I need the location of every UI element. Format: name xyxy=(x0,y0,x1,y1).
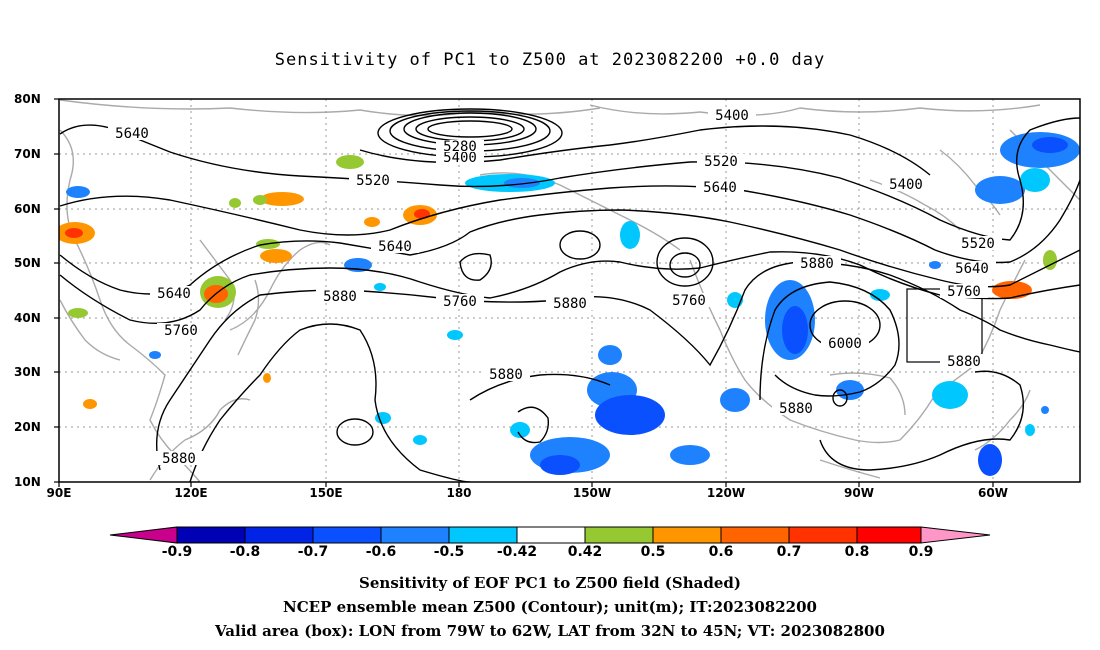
contour-label: 5760 xyxy=(947,284,981,300)
lat-label: 70N xyxy=(14,147,41,161)
lon-label: 150W xyxy=(572,486,612,500)
contour-label: 5640 xyxy=(115,126,149,142)
colorbar-label: -0.42 xyxy=(496,544,538,560)
contour-label: 5520 xyxy=(704,154,738,170)
lat-label: 60N xyxy=(14,202,41,216)
colorbar-label: 0.42 xyxy=(567,544,603,560)
contour-label: 5640 xyxy=(157,286,191,302)
chart-title: Sensitivity of PC1 to Z500 at 2023082200… xyxy=(274,50,826,70)
lat-label: 10N xyxy=(14,475,41,489)
contour-label: 5760 xyxy=(164,323,198,339)
lon-label: 120E xyxy=(174,486,208,500)
axis-ticks xyxy=(54,98,994,487)
contour-label: 5400 xyxy=(443,150,477,166)
colorbar-cell xyxy=(584,526,654,544)
lon-label: 90E xyxy=(46,486,72,500)
lon-label: 90W xyxy=(844,486,874,500)
contour-label: 5760 xyxy=(672,293,706,309)
caption-contour: NCEP ensemble mean Z500 (Contour); unit(… xyxy=(283,598,817,616)
lon-label: 150E xyxy=(309,486,343,500)
contour-label: 5760 xyxy=(443,294,477,310)
colorbar-cell xyxy=(720,526,790,544)
contour-label: 5880 xyxy=(779,401,813,417)
colorbar-label: -0.5 xyxy=(433,544,465,560)
colorbar-label: 0.7 xyxy=(776,544,802,560)
contour-label: 5280 xyxy=(443,139,477,155)
contour-label: 5880 xyxy=(162,451,196,467)
contour-label: 5640 xyxy=(378,239,412,255)
lat-label: 20N xyxy=(14,420,41,434)
colorbar-cell xyxy=(652,526,722,544)
contour-label: 5400 xyxy=(715,108,749,124)
lat-label: 40N xyxy=(14,311,41,325)
z500-contours xyxy=(59,108,1080,482)
lat-label: 30N xyxy=(14,365,41,379)
colorbar-cell xyxy=(856,526,922,544)
colorbar-label: -0.9 xyxy=(161,544,193,560)
contour-label: 5520 xyxy=(356,173,390,189)
colorbar-cell xyxy=(516,526,586,544)
colorbar-label: -0.8 xyxy=(229,544,261,560)
plot-frame xyxy=(58,98,1081,483)
colorbar-cell xyxy=(312,526,382,544)
caption-valid-area: Valid area (box): LON from 79W to 62W, L… xyxy=(215,622,885,640)
contour-label: 5640 xyxy=(703,180,737,196)
contour-label: 5880 xyxy=(553,296,587,312)
colorbar-label: 0.8 xyxy=(844,544,870,560)
colorbar-cell xyxy=(788,526,858,544)
contour-label: 5880 xyxy=(323,289,357,305)
lat-label: 50N xyxy=(14,256,41,270)
lon-label: 180 xyxy=(446,486,472,500)
lat-label: 80N xyxy=(14,92,41,106)
sensitivity-shading xyxy=(59,132,1080,476)
colorbar-cell xyxy=(380,526,450,544)
contour-label: 6000 xyxy=(828,336,862,352)
contour-labels: 5640 5520 5400 5280 5400 5400 5520 5640 … xyxy=(108,108,1002,467)
colorbar-cell xyxy=(176,526,246,544)
contour-label: 5880 xyxy=(947,354,981,370)
contour-label: 5640 xyxy=(955,261,989,277)
colorbar-label: -0.6 xyxy=(365,544,397,560)
colorbar xyxy=(109,526,991,544)
lon-label: 120W xyxy=(706,486,746,500)
contour-label: 5400 xyxy=(889,177,923,193)
colorbar-label: -0.7 xyxy=(297,544,329,560)
grid xyxy=(59,99,1080,482)
caption-shading: Sensitivity of EOF PC1 to Z500 field (Sh… xyxy=(359,574,741,592)
colorbar-cell xyxy=(244,526,314,544)
colorbar-label: 0.9 xyxy=(908,544,934,560)
colorbar-label: 0.6 xyxy=(708,544,734,560)
colorbar-cell xyxy=(109,526,178,544)
contour-label: 5880 xyxy=(800,256,834,272)
colorbar-label: 0.5 xyxy=(640,544,666,560)
contour-label: 5520 xyxy=(961,236,995,252)
colorbar-cell xyxy=(920,526,991,544)
colorbar-cell xyxy=(448,526,518,544)
lon-label: 60W xyxy=(978,486,1008,500)
contour-label: 5880 xyxy=(489,367,523,383)
